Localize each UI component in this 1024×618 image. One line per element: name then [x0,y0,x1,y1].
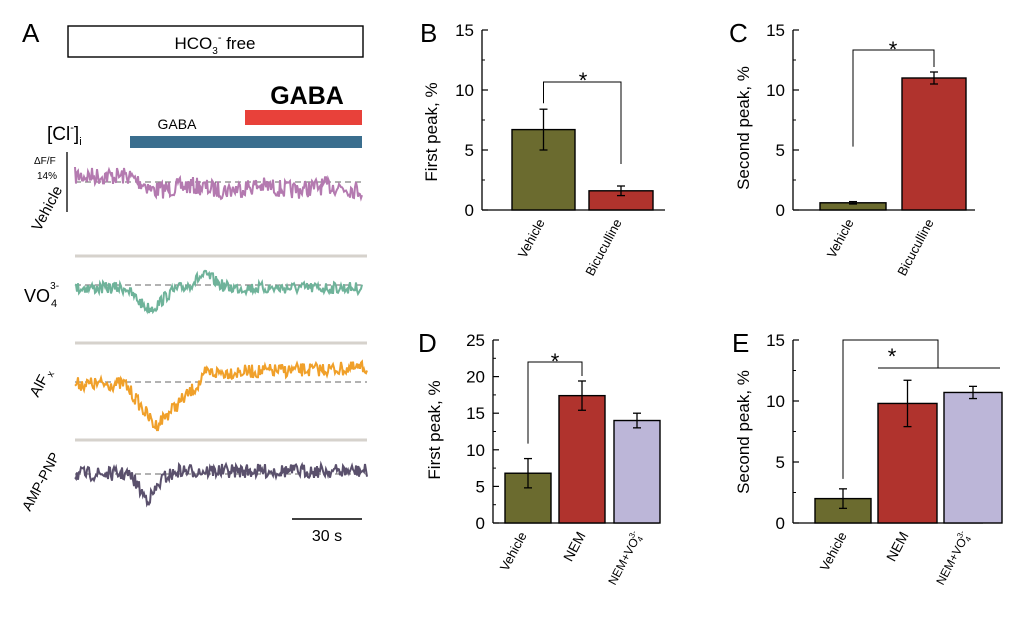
panel-b-letter: B [420,18,437,48]
xlabel-e-vehicle: Vehicle [817,529,850,573]
xlabel-d-nemvo4: NEM+VO43- [603,529,646,589]
ylabel-d: First peak, % [425,380,444,479]
axis-d: 0 5 10 15 20 25 [466,331,661,533]
cl-label: [Cl-]i [47,122,82,148]
y-tick-label: 5 [776,141,785,160]
y-tick-label: 10 [766,81,785,100]
trace-amppnp [74,460,368,508]
panel-d-letter: D [418,328,437,358]
y-tick-label: 15 [766,21,785,40]
sig-star-b: * [579,68,588,93]
condition-box [67,25,364,58]
vo4-sup: 3- [50,281,59,292]
y-tick-label: 0 [776,514,785,533]
panel-b: B First peak, % 0 5 10 15 Vehicle Bicuculli… [420,18,665,278]
scale-label-2: 14% [37,171,57,182]
significance-bracket [527,361,583,444]
condition-sup: - [218,32,222,44]
panel-e-letter: E [732,328,749,358]
xlabel-e-nemvo4: NEM+VO43- [931,529,974,589]
scale-label-1: ΔF/F [34,156,56,167]
panel-e: E Second peak, % 0 5 10 15 Vehicle NEM NEM+… [732,328,1003,589]
y-tick-label: 5 [776,453,785,472]
xlabel-e-nem: NEM [883,529,912,564]
y-tick-label: 0 [465,201,474,220]
panel-c: C Second peak, % 0 5 10 15 Vehicle Bicucull… [729,18,975,278]
cl-sub: i [79,136,81,148]
y-tick-label: 0 [776,201,785,220]
axis-b: 0 5 10 15 [455,21,665,220]
y-tick-label: 5 [465,141,474,160]
gaba-large-label: GABA [270,82,344,110]
condition-rest: free [221,34,255,53]
condition-main: HCO [174,34,212,53]
y-tick-label: 10 [455,81,474,100]
bar [943,391,1003,524]
axis-c: 0 5 10 15 [766,21,975,220]
ylabel-c: Second peak, % [734,66,753,190]
panel-c-letter: C [729,18,748,48]
significance-bracket [852,49,935,147]
gaba-small-label: GABA [158,116,198,132]
trace-vo4 [74,269,363,315]
xlabel-d-vehicle: Vehicle [497,529,530,573]
trace-label-vehicle: Vehicle [29,183,67,234]
y-tick-label: 0 [476,514,485,533]
ylabel-e: Second peak, % [734,370,753,494]
cl-close: ] [74,124,79,145]
gaba-bar-blue [130,136,362,148]
xlabel-d-nem: NEM [560,529,589,564]
gaba-bar-red [245,110,362,125]
trace-alf [74,359,368,432]
vo4-sub: 4 [51,298,57,310]
y-tick-label: 15 [466,404,485,423]
xlabel-b-bicuculline: Bicuculline [582,216,624,278]
axis-e: 0 5 10 15 [766,331,1003,533]
bar [901,77,967,211]
y-tick-label: 5 [476,477,485,496]
bar [558,394,606,524]
panel-d: D First peak, % 0 5 10 15 20 25 Vehicle NEM N… [418,328,661,589]
vo4-main: VO [24,286,50,306]
time-scale-label: 30 s [312,528,342,545]
y-tick-label: 20 [466,368,485,387]
xlabel-c-bicuculline: Bicuculline [894,216,936,278]
condition-sub: 3 [212,46,218,57]
condition-box-label: HCO3- free [174,32,255,57]
cl-main: [Cl [47,124,70,145]
significance-bracket [842,339,939,479]
sig-star-e: * [888,344,897,369]
trace-label-alf: AlFx [27,366,58,401]
panel-a-letter: A [22,18,40,48]
significance-bracket [543,81,622,164]
bar [613,419,661,524]
trace-label-vo4: VO4 3- [24,281,59,310]
trace-vehicle [74,166,363,202]
y-tick-label: 25 [466,331,485,350]
y-tick-label: 10 [466,441,485,460]
y-tick-label: 15 [766,331,785,350]
sig-star-d: * [551,349,560,374]
y-tick-label: 10 [766,392,785,411]
xlabel-c-vehicle: Vehicle [824,216,857,260]
xlabel-b-vehicle: Vehicle [515,216,548,260]
y-tick-label: 15 [455,21,474,40]
ylabel-b: First peak, % [422,82,441,181]
alf-sub: x [45,370,57,380]
cl-sup: - [70,122,74,134]
panel-a: A HCO3- free GABA [Cl-]i GABA ΔF/F 14% V… [19,18,368,545]
sig-star-c: * [889,37,898,62]
trace-label-amppnp: AMP-PNP [19,450,63,514]
